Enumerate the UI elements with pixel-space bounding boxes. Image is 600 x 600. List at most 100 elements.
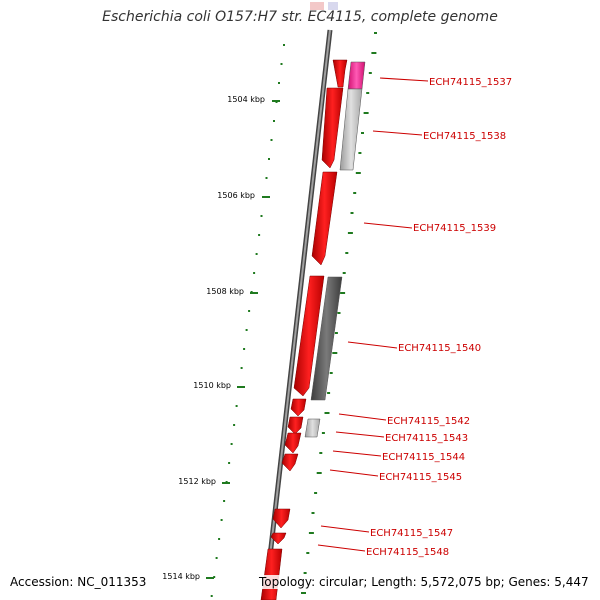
gc-dot [230,443,233,445]
gc-dot [240,367,243,369]
gene-track-forward [260,59,348,600]
gene-arrow[interactable] [339,88,363,171]
gene-label-text: ECH74115_1537 [429,77,512,88]
gc-dot [301,592,306,594]
gc-dot [213,576,216,578]
gc-dot [218,538,221,540]
gene-arrow[interactable] [304,418,321,438]
gc-dot [355,172,361,174]
gene-arrow[interactable] [272,508,291,529]
gc-dot [311,512,315,514]
gc-dot [306,552,310,554]
gene-label-text: ECH74115_1538 [423,131,506,142]
gene-label[interactable]: ECH74115_1544 [332,450,465,463]
gc-dot [374,32,377,34]
position-tick: 1506 kbp [217,191,270,200]
gc-dot [350,212,354,214]
gc-dot [366,92,370,94]
gene-label[interactable]: ECH74115_1545 [329,469,462,483]
gene-arrow[interactable] [270,532,287,545]
position-tick: 1504 kbp [227,95,280,104]
position-tick-label: 1514 kbp [162,572,200,581]
gc-dot [248,310,251,312]
gene-label-text: ECH74115_1547 [370,528,453,539]
position-ticks: 1504 kbp 1506 kbp 1508 kbp 1510 kbp 1512… [162,95,280,581]
gc-dot [210,595,213,597]
gc-dot [270,139,273,141]
gc-dot [280,63,283,65]
gc-dot [319,452,323,454]
genome-title: Escherichia coli O157:H7 str. EC4115, co… [102,9,498,25]
gc-dot [353,192,357,194]
gene-label[interactable]: ECH74115_1547 [320,525,453,539]
gc-dot [363,112,369,114]
gc-dot [345,252,349,254]
gene-label-text: ECH74115_1542 [387,416,470,427]
gene-label-text: ECH74115_1543 [385,433,468,444]
gc-dot [321,432,325,434]
gc-dot-track [210,32,377,597]
gene-label[interactable]: ECH74115_1548 [317,544,449,558]
gc-dot [337,312,341,314]
gene-label[interactable]: ECH74115_1539 [363,222,496,234]
position-tick-label: 1508 kbp [206,287,244,296]
gc-dot [258,234,261,236]
gene-arrow[interactable] [293,275,325,397]
gene-arrow[interactable] [332,59,348,88]
gc-dot [273,120,275,122]
gc-dot [260,215,263,217]
position-tick-label: 1506 kbp [217,191,255,200]
gene-track-reverse [304,61,366,438]
gc-dot [215,557,218,559]
gene-arrow[interactable] [287,416,304,435]
gc-dot [255,253,258,255]
gc-dot [228,462,231,464]
gc-dot [223,500,226,502]
gene-label-text: ECH74115_1544 [382,452,465,463]
gc-dot [308,532,314,534]
gene-arrow[interactable] [310,276,343,401]
gc-dot [340,292,346,294]
position-tick-label: 1510 kbp [193,381,231,390]
gene-arrow[interactable] [290,398,307,417]
gc-dot [358,152,362,154]
gene-arrow[interactable] [281,453,299,472]
position-tick-label: 1504 kbp [227,95,265,104]
position-tick-label: 1512 kbp [178,477,216,486]
gene-label-text: ECH74115_1545 [379,472,462,483]
gc-dot [329,372,333,374]
gc-dot [235,405,238,407]
gc-dot [368,72,372,74]
gene-arrow[interactable] [311,171,338,266]
gc-dot [332,352,338,354]
gene-label[interactable]: ECH74115_1542 [338,413,470,427]
gene-label[interactable]: ECH74115_1538 [372,130,506,142]
gc-dot [233,424,236,426]
gc-dot [314,492,318,494]
gc-dot [278,82,280,84]
clipped-features [310,2,338,10]
gene-label[interactable]: ECH74115_1537 [379,77,512,88]
position-tick: 1510 kbp [193,381,245,390]
gene-labels: ECH74115_1537 ECH74115_1538 ECH74115_153… [317,77,512,558]
genome-summary-text: Topology: circular; Length: 5,572,075 bp… [258,575,590,589]
gc-dot [303,572,307,574]
gc-dot [324,412,330,414]
gene-label[interactable]: ECH74115_1543 [335,431,468,444]
gene-label-text: ECH74115_1548 [366,547,449,558]
gene-label[interactable]: ECH74115_1540 [347,341,481,354]
gene-arrow[interactable] [347,61,366,90]
gene-arrow[interactable] [321,87,344,169]
gene-arrow[interactable] [284,432,302,454]
gc-dot [316,472,322,474]
gc-dot [361,132,364,134]
gc-dot [334,332,338,334]
gc-dot [220,519,223,521]
gc-dot [347,232,353,234]
genome-backbone [262,29,333,600]
gc-dot [371,52,377,54]
gc-dot [245,329,248,331]
gc-dot [253,272,256,274]
position-tick: 1508 kbp [206,287,258,296]
